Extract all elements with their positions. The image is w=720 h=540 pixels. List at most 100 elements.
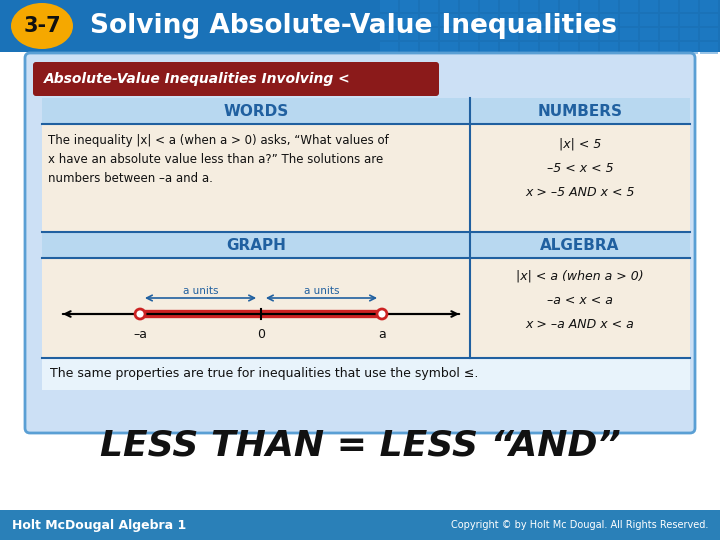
Circle shape [135,309,145,319]
Text: |x| < 5: |x| < 5 [559,138,601,151]
Bar [42,98,690,124]
Bar [42,258,690,358]
Bar [680,14,698,26]
Bar [600,0,618,12]
Bar [460,28,478,40]
Text: a units: a units [183,286,218,296]
Text: –5 < x < 5: –5 < x < 5 [546,162,613,175]
Text: x > –a AND x < a: x > –a AND x < a [526,318,634,331]
Bar [420,28,438,40]
Bar [620,0,638,12]
Bar [540,14,558,26]
Bar [660,28,678,40]
Bar [420,0,438,12]
Bar [440,14,458,26]
Bar [480,42,498,54]
Text: x > –5 AND x < 5: x > –5 AND x < 5 [526,186,635,199]
Bar [640,0,658,12]
Bar [480,14,498,26]
Bar [42,124,690,232]
Bar [640,28,658,40]
Bar [480,0,498,12]
Bar [380,28,398,40]
Bar [600,14,618,26]
Text: LESS THAN = LESS “AND”: LESS THAN = LESS “AND” [99,428,621,462]
Bar [520,28,538,40]
Bar [540,0,558,12]
Text: Holt McDougal Algebra 1: Holt McDougal Algebra 1 [12,518,186,531]
Bar [580,42,598,54]
Bar [680,28,698,40]
Bar [500,0,518,12]
Bar [680,0,698,12]
Bar [380,42,398,54]
Text: Absolute-Value Inequalities Involving <: Absolute-Value Inequalities Involving < [44,72,351,86]
Bar [560,42,578,54]
Bar [440,28,458,40]
Bar [480,28,498,40]
Bar [600,42,618,54]
Text: a units: a units [304,286,339,296]
Text: The inequality |x| < a (when a > 0) asks, “What values of
x have an absolute val: The inequality |x| < a (when a > 0) asks… [48,134,389,185]
Bar [500,28,518,40]
Bar [400,28,418,40]
Bar [420,14,438,26]
Bar [400,42,418,54]
Text: |x| < a (when a > 0): |x| < a (when a > 0) [516,270,644,283]
Bar [380,14,398,26]
Bar [520,0,538,12]
Bar [640,14,658,26]
Bar [400,14,418,26]
Bar [380,0,398,12]
Text: Copyright © by Holt Mc Dougal. All Rights Reserved.: Copyright © by Holt Mc Dougal. All Right… [451,520,708,530]
Bar [560,14,578,26]
Text: –a: –a [133,328,147,341]
Bar [700,0,718,12]
Bar [500,42,518,54]
Text: NUMBERS: NUMBERS [538,104,623,118]
Bar [520,14,538,26]
Text: Solving Absolute-Value Inequalities: Solving Absolute-Value Inequalities [90,13,617,39]
Bar [660,0,678,12]
Text: The same properties are true for inequalities that use the symbol ≤.: The same properties are true for inequal… [50,368,478,381]
Bar [620,28,638,40]
Text: 3-7: 3-7 [23,16,60,36]
Bar [620,42,638,54]
Bar [580,28,598,40]
Bar [540,42,558,54]
Bar [420,42,438,54]
FancyBboxPatch shape [33,62,439,96]
Bar [520,42,538,54]
Bar [0,510,720,540]
Bar [600,28,618,40]
Bar [560,28,578,40]
Bar [700,42,718,54]
Text: a: a [378,328,386,341]
Bar [660,42,678,54]
Bar [460,42,478,54]
Bar [560,0,578,12]
Bar [42,232,690,258]
Text: 0: 0 [257,328,265,341]
Ellipse shape [11,3,73,49]
Bar [400,0,418,12]
Bar [620,14,638,26]
Text: WORDS: WORDS [223,104,289,118]
Bar [700,28,718,40]
Bar [700,14,718,26]
FancyBboxPatch shape [25,53,695,433]
Bar [460,14,478,26]
Text: GRAPH: GRAPH [226,238,286,253]
Text: –a < x < a: –a < x < a [547,294,613,307]
Circle shape [377,309,387,319]
Bar [640,42,658,54]
Bar [0,0,720,52]
Bar [500,14,518,26]
Bar [580,0,598,12]
Bar [680,42,698,54]
Bar [540,28,558,40]
Bar [440,42,458,54]
Bar [580,14,598,26]
Bar [660,14,678,26]
Bar [42,358,690,390]
